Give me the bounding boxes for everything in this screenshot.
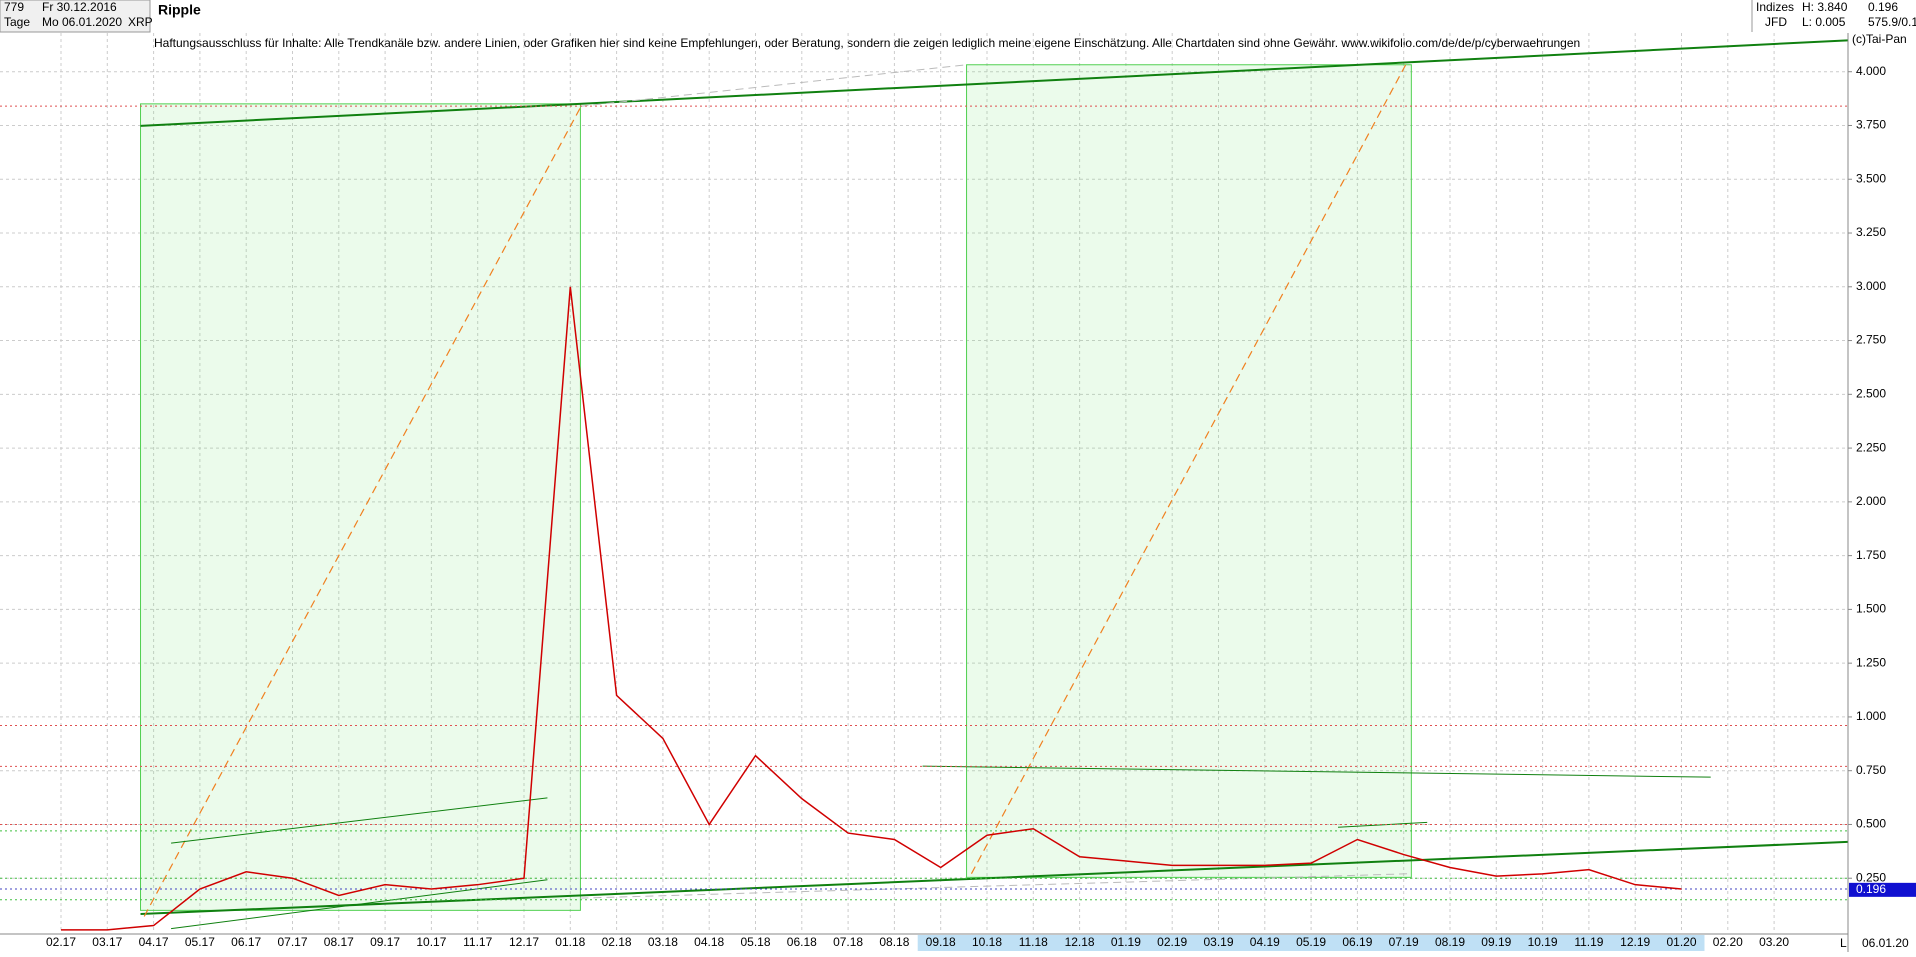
symbol: XRP xyxy=(128,15,153,29)
x-tick-label: 09.17 xyxy=(370,935,400,949)
trend-line xyxy=(171,879,548,930)
volume: 575.9/0.16 xyxy=(1868,15,1916,29)
bar-count[interactable]: 779 xyxy=(4,0,24,14)
price-line xyxy=(61,286,1682,931)
y-tick-label: 1.250 xyxy=(1856,655,1886,669)
y-tick-label: 3.250 xyxy=(1856,225,1886,239)
x-tick-label: 02.18 xyxy=(602,935,632,949)
trend-line xyxy=(1337,821,1428,828)
x-tick-label: 11.17 xyxy=(463,935,492,949)
y-tick-label: 4.000 xyxy=(1856,64,1886,78)
x-tick-label: 07.19 xyxy=(1389,935,1419,949)
x-tick-label: 06.17 xyxy=(231,935,261,949)
x-tick-label: 06.19 xyxy=(1342,935,1372,949)
header-box xyxy=(0,0,151,33)
y-tick-label: 1.000 xyxy=(1856,709,1886,723)
x-tick-label: 01.18 xyxy=(555,935,585,949)
x-tick-label: 11.18 xyxy=(1019,935,1048,949)
trend-line xyxy=(171,797,548,844)
y-tick-label: 1.750 xyxy=(1856,548,1886,562)
to-date[interactable]: Mo 06.01.2020 xyxy=(42,15,122,29)
trend-line xyxy=(140,39,1848,127)
y-tick-label: 0.500 xyxy=(1856,817,1886,831)
group: Indizes xyxy=(1756,0,1794,14)
trend-line xyxy=(922,765,1711,778)
x-tick-label: 10.17 xyxy=(416,935,446,949)
period[interactable]: Tage xyxy=(4,15,30,29)
x-tick-label: 12.17 xyxy=(509,935,539,949)
projection-line xyxy=(143,107,581,917)
x-tick-label: 04.19 xyxy=(1250,935,1280,949)
x-tick-label: 01.20 xyxy=(1666,935,1696,949)
x-tick-label: 03.17 xyxy=(92,935,122,949)
x-tick-label: 02.17 xyxy=(46,935,76,949)
x-tick-label: 07.17 xyxy=(277,935,307,949)
x-tick-label: 07.18 xyxy=(833,935,863,949)
channel-box xyxy=(140,103,581,911)
x-tick-label: 02.19 xyxy=(1157,935,1187,949)
y-tick-label: 3.000 xyxy=(1856,279,1886,293)
y-tick-label: 3.750 xyxy=(1856,118,1886,132)
disclaimer: Haftungsausschluss für Inhalte: Alle Tre… xyxy=(154,36,1580,50)
y-tick-label: 2.000 xyxy=(1856,494,1886,508)
y-tick-label: 1.500 xyxy=(1856,602,1886,616)
x-tick-label: 05.17 xyxy=(185,935,215,949)
x-tick-label: 05.19 xyxy=(1296,935,1326,949)
x-highlight xyxy=(917,935,1705,951)
x-tick-label: 06.18 xyxy=(787,935,817,949)
last-price-label: 0.196 xyxy=(1856,882,1886,896)
x-tick-label: 01.19 xyxy=(1111,935,1141,949)
y-tick-label: 3.500 xyxy=(1856,171,1886,185)
y-tick-label: 0.250 xyxy=(1856,870,1886,884)
copyright: (c)Tai-Pan xyxy=(1852,32,1907,46)
last-price-box xyxy=(1849,882,1916,897)
x-tick-label: 03.19 xyxy=(1203,935,1233,949)
x-tick-label: 09.18 xyxy=(926,935,956,949)
mode: L xyxy=(1840,936,1847,950)
y-tick-label: 2.750 xyxy=(1856,333,1886,347)
y-tick-label: 2.250 xyxy=(1856,440,1886,454)
x-tick-label: 02.20 xyxy=(1713,935,1743,949)
source: JFD xyxy=(1765,15,1787,29)
date-label: 06.01.20 xyxy=(1862,936,1909,950)
from-date[interactable]: Fr 30.12.2016 xyxy=(42,0,117,14)
x-tick-label: 08.17 xyxy=(324,935,354,949)
projection-line xyxy=(970,60,1409,874)
guide-line xyxy=(580,873,1412,899)
y-tick-label: 0.750 xyxy=(1856,763,1886,777)
x-tick-label: 04.17 xyxy=(139,935,169,949)
x-tick-label: 08.19 xyxy=(1435,935,1465,949)
x-tick-label: 12.18 xyxy=(1065,935,1095,949)
x-tick-label: 10.18 xyxy=(972,935,1002,949)
x-tick-label: 12.19 xyxy=(1620,935,1650,949)
x-tick-label: 04.18 xyxy=(694,935,724,949)
channel-box xyxy=(966,64,1412,878)
low: L: 0.005 xyxy=(1802,15,1846,29)
trend-line xyxy=(140,840,1848,916)
x-tick-label: 03.18 xyxy=(648,935,678,949)
last: 0.196 xyxy=(1868,0,1898,14)
y-tick-label: 2.500 xyxy=(1856,386,1886,400)
x-tick-label: 11.19 xyxy=(1574,935,1603,949)
chart-title: Ripple xyxy=(158,2,201,18)
x-tick-label: 09.19 xyxy=(1481,935,1511,949)
x-tick-label: 05.18 xyxy=(740,935,770,949)
x-tick-label: 08.18 xyxy=(879,935,909,949)
x-tick-label: 03.20 xyxy=(1759,935,1789,949)
x-tick-label: 10.19 xyxy=(1528,935,1558,949)
high: H: 3.840 xyxy=(1802,0,1848,14)
